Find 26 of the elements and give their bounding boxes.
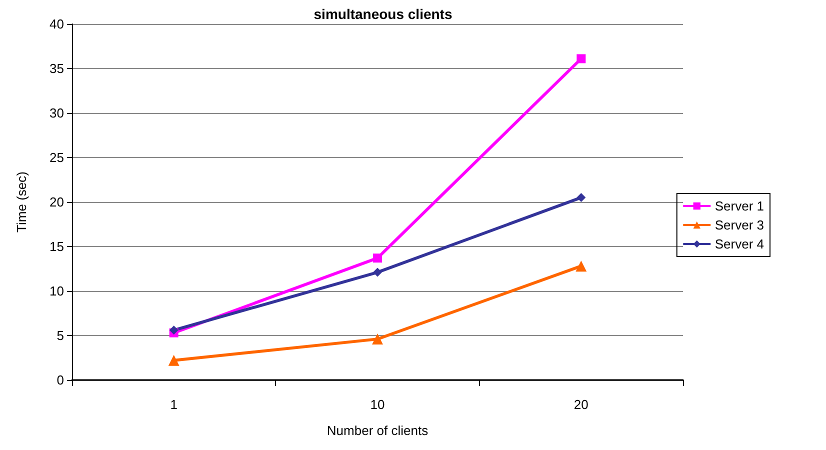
- point: [576, 193, 586, 202]
- chart-title: simultaneous clients: [314, 6, 452, 22]
- x-tick-label: 10: [370, 397, 385, 412]
- point: [373, 254, 382, 263]
- point: [169, 326, 178, 335]
- y-tick-label: 10: [50, 284, 64, 298]
- x-tick-label: 20: [574, 397, 588, 412]
- legend-label: Server 4: [714, 236, 764, 252]
- y-tick-label: 5: [56, 328, 64, 343]
- y-tick-label: 15: [50, 239, 64, 254]
- y-tick-label: 0: [56, 372, 64, 388]
- y-tick-label: 20: [50, 194, 64, 210]
- x-tick-label: 1: [170, 397, 178, 412]
- y-axis-title: Time (sec): [14, 172, 29, 232]
- x-axis-title: Number of clients: [326, 423, 429, 438]
- point: [576, 54, 586, 64]
- point: [372, 334, 383, 345]
- legend-label: Server 3: [714, 218, 764, 232]
- y-tick-label: 25: [50, 150, 64, 165]
- legend-label: Server 1: [714, 198, 764, 214]
- y-tick-label: 35: [50, 61, 64, 76]
- y-tick-label: 30: [50, 106, 64, 120]
- point: [576, 260, 587, 272]
- point: [168, 354, 180, 366]
- y-tick-label: 40: [50, 16, 64, 32]
- point: [373, 268, 382, 277]
